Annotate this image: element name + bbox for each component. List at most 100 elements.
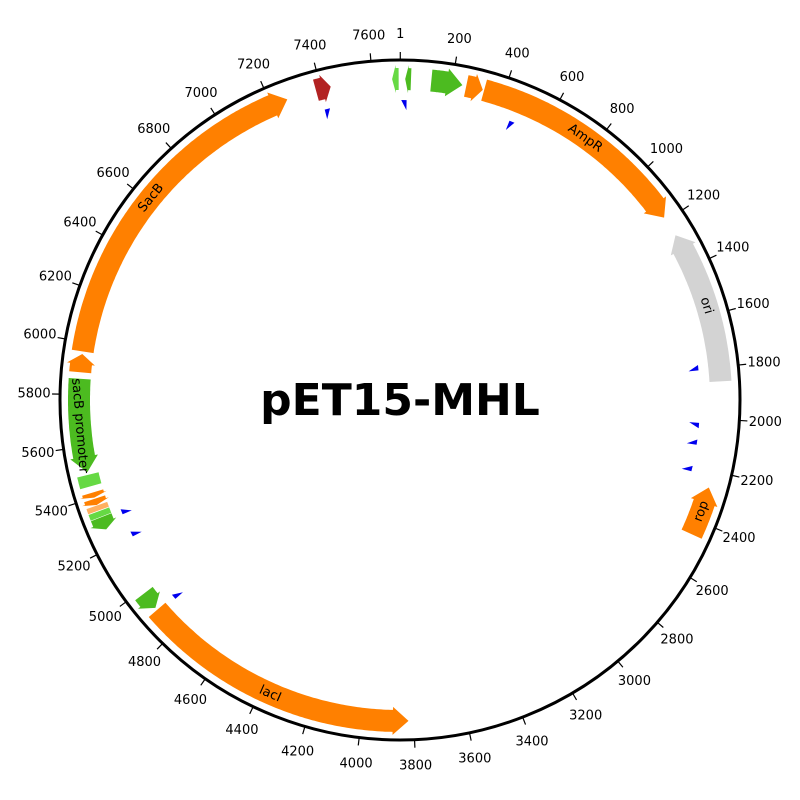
tick-label: 6400	[63, 215, 96, 230]
tick-mark	[647, 160, 654, 168]
tick-label: 2200	[740, 474, 773, 489]
tick-label: 3800	[399, 759, 432, 774]
tick-label: 4200	[281, 744, 314, 759]
feature-rop	[681, 487, 718, 539]
tick-label: 800	[610, 102, 635, 117]
feature-segment	[405, 65, 412, 94]
tick-label: 2600	[696, 584, 729, 599]
tick-label: 3400	[515, 734, 548, 749]
tick-mark	[656, 621, 664, 628]
tick-mark	[559, 92, 565, 101]
feature-segment	[67, 354, 95, 374]
primer-arrow	[171, 592, 183, 599]
tick-mark	[727, 307, 736, 312]
primer-arrow	[689, 422, 700, 429]
tick-mark	[731, 474, 740, 478]
tick-label: 3600	[458, 751, 491, 766]
primer-arrow	[401, 100, 407, 111]
plasmid-title: pET15-MHL	[260, 375, 540, 426]
tick-label: 4400	[225, 723, 258, 738]
tick-mark	[522, 716, 527, 725]
feature-sacb	[71, 92, 288, 354]
tick-mark	[708, 254, 717, 260]
tick-label: 7200	[237, 58, 270, 73]
tick-label: 4800	[128, 655, 161, 670]
tick-label: 2400	[722, 531, 755, 546]
tick-mark	[313, 62, 317, 71]
feature-segment	[82, 495, 109, 507]
tick-mark	[249, 706, 254, 715]
tick-mark	[72, 282, 81, 287]
feature-segment	[135, 586, 160, 609]
tick-label: 5000	[89, 610, 122, 625]
tick-marks: 1 200400600800100012001400160018002000220…	[18, 27, 782, 774]
feature-segment	[80, 489, 107, 499]
primer-arrow	[120, 509, 132, 515]
tick-mark	[714, 527, 723, 532]
tick-mark	[369, 53, 372, 62]
tick-label: 3200	[569, 708, 602, 723]
feature-sacb-promoter	[68, 378, 98, 473]
tick-label: 1600	[737, 297, 770, 312]
tick-label: 6800	[137, 122, 170, 137]
tick-mark	[260, 80, 265, 89]
tick-mark	[55, 448, 64, 452]
feature-segment	[86, 501, 109, 515]
tick-label: 1000	[650, 142, 683, 157]
tick-label: 600	[560, 70, 585, 85]
tick-label: 4000	[340, 756, 373, 771]
tick-label: 1800	[748, 355, 781, 370]
tick-label: 7400	[293, 38, 326, 53]
tick-label: 7000	[184, 86, 217, 101]
feature-segment	[77, 472, 102, 490]
primer-arrow	[130, 531, 142, 537]
feature-ampr	[481, 79, 666, 218]
tick-label: 4600	[174, 693, 207, 708]
primer-arrow	[681, 465, 693, 472]
tick-label: 6600	[97, 166, 130, 181]
tick-label: 5800	[18, 387, 51, 402]
tick-label: 400	[505, 46, 530, 61]
tick-mark	[508, 70, 513, 79]
tick-mark	[165, 142, 172, 149]
feature-layer	[67, 65, 732, 735]
tick-mark	[57, 336, 66, 340]
feature-segment	[464, 74, 483, 102]
tick-label: 5400	[35, 504, 68, 519]
feature-segment	[90, 513, 117, 530]
feature-segment	[430, 68, 463, 97]
tick-label: 1	[396, 27, 404, 42]
tick-label: 6200	[39, 270, 72, 285]
tick-mark	[617, 660, 624, 668]
tick-mark	[95, 230, 103, 236]
tick-label: 5600	[21, 446, 54, 461]
tick-mark	[126, 183, 134, 190]
tick-label: 1200	[687, 189, 720, 204]
tick-mark	[68, 502, 77, 507]
tick-mark	[681, 205, 690, 211]
tick-mark	[571, 692, 578, 701]
tick-mark	[156, 643, 164, 650]
tick-mark	[210, 107, 216, 115]
tick-label: 7600	[352, 28, 385, 43]
tick-label: 2800	[660, 632, 693, 647]
backbone-circle	[58, 58, 742, 742]
feature-segment	[313, 74, 331, 103]
feature-label: ori	[697, 295, 716, 316]
primer-arrow	[686, 439, 698, 445]
tick-mark	[200, 678, 206, 686]
feature-segment	[392, 65, 399, 93]
tick-label: 5200	[57, 559, 90, 574]
tick-mark	[738, 363, 747, 366]
tick-label: 1400	[716, 241, 749, 256]
tick-mark	[119, 601, 127, 607]
primer-arrow	[505, 120, 515, 130]
tick-mark	[302, 726, 306, 735]
tick-mark	[89, 554, 98, 559]
tick-label: 3000	[618, 674, 651, 689]
tick-mark	[468, 732, 472, 741]
tick-mark	[357, 737, 360, 746]
primer-arrow	[688, 365, 699, 372]
feature-ori	[670, 235, 732, 382]
